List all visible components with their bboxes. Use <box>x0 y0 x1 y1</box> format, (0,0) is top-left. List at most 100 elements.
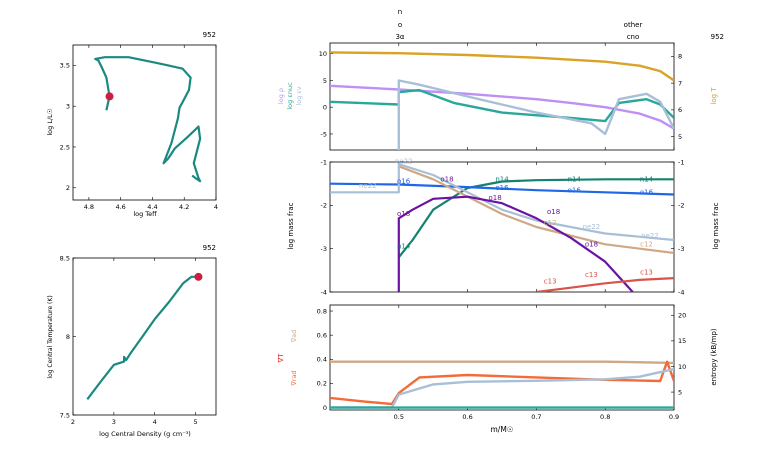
top-label-3alpha: 3α <box>395 33 404 41</box>
abundance-label-n14: n14 <box>397 243 411 251</box>
top-title-model: 952 <box>711 33 724 41</box>
hr-ylabel: log L/L☉ <box>46 108 54 135</box>
abundance-ytick-label: -2 <box>321 202 327 210</box>
gradient-ticks: 0.5 0.6 0.7 0.8 0.9 0 0.2 0.4 0.6 0.8 5 10 15 20 <box>317 305 686 421</box>
abundance-label-o16: o16 <box>568 186 582 194</box>
top-label-other: other <box>624 21 643 29</box>
gradient-xtick-label: 0.5 <box>394 413 404 421</box>
top-ylabel-logT: log T <box>710 87 718 105</box>
abundance-label-n14: n14 <box>640 176 654 184</box>
hr-diagram-panel: 952 log Teff log L/L☉ 4.8 4.6 4.4 4.2 4 2 2.5 3… <box>46 31 218 218</box>
hr-ytick-label: 3 <box>66 102 70 110</box>
gradient-xtick-label: 0.6 <box>462 413 472 421</box>
abundance-label-n14: n14 <box>568 176 582 184</box>
abundance-line-o16 <box>330 182 674 196</box>
abundance-ylabel: log mass frac <box>287 202 295 249</box>
gradient-ytick-label: 0.8 <box>317 307 327 315</box>
abundance-ytick-label-right: -4 <box>678 288 684 296</box>
abundance-label-ne22: ne22 <box>395 157 413 165</box>
top-frame <box>329 42 675 151</box>
hr-track-line <box>94 56 202 183</box>
abundance-line-c13 <box>536 277 674 292</box>
gradient-line <box>330 360 674 406</box>
rhot-ticks: 2 3 4 5 7.5 8 8.5 <box>60 254 198 426</box>
top-ytick-label-right: 5 <box>678 133 682 141</box>
gradient-frame <box>329 304 675 411</box>
top-ytick-label: -5 <box>321 130 327 138</box>
rhot-xtick-label: 2 <box>71 418 75 426</box>
rhot-xlabel: log Central Density (g cm⁻³) <box>99 430 191 438</box>
abundance-ytick-label-right: -2 <box>678 202 684 210</box>
hr-ticks: 4.8 4.6 4.4 4.2 4 2 2.5 3 3.5 <box>60 45 218 211</box>
abundance-line-n14 <box>397 178 674 258</box>
top-series-line <box>330 51 674 82</box>
gradient-line <box>330 360 674 365</box>
top-title-n: n <box>398 8 402 16</box>
rhot-xtick-label: 3 <box>112 418 116 426</box>
hr-title: 952 <box>203 31 216 39</box>
abundance-label-o18: o18 <box>440 176 453 184</box>
abundance-line-ne22 <box>330 163 674 242</box>
rhot-current-marker <box>194 272 203 281</box>
abundance-label-n14: n14 <box>495 176 509 184</box>
hr-ytick-label: 2.5 <box>60 143 70 151</box>
rhot-track-line <box>86 275 198 400</box>
abundance-ytick-label: -1 <box>321 158 327 166</box>
top-ytick-label-right: 6 <box>678 106 682 114</box>
abundance-label-o18: o18 <box>547 208 560 216</box>
top-ytick-label-right: 7 <box>678 79 682 87</box>
top-ylabel-rho: log ρ <box>277 88 285 104</box>
gradient-ytick-label: 0.2 <box>317 380 327 388</box>
hr-xtick-label: 4.4 <box>147 203 157 211</box>
abundance-label-ne22: ne22 <box>359 182 377 190</box>
hr-ytick-label: 2 <box>66 184 70 192</box>
rhot-ytick-label: 8 <box>66 333 70 341</box>
abundance-frame <box>329 161 675 293</box>
abundance-ticks: -4 -3 -2 -1 -4 -3 -2 -1 <box>321 158 685 296</box>
abundance-ytick-label-right: -3 <box>678 245 684 253</box>
top-series-line <box>397 79 674 150</box>
abundance-label-o16: o16 <box>495 184 509 192</box>
top-series <box>330 51 674 150</box>
abundance-label-c13: c13 <box>544 277 557 285</box>
hr-xlabel: log Teff <box>133 210 157 218</box>
abundance-ytick-label: -3 <box>321 245 327 253</box>
abundance-label-o18: o18 <box>585 241 598 249</box>
abundance-ytick-label-right: -1 <box>678 158 684 166</box>
top-ticks: -5 0 5 10 5 6 7 8 <box>319 43 682 150</box>
gradient-series <box>330 360 674 409</box>
grad-ylabel-ad: ∇ad <box>290 330 298 343</box>
top-label-o: o <box>398 21 402 29</box>
hr-current-marker <box>105 92 114 101</box>
hr-ytick-label: 3.5 <box>60 62 70 70</box>
gradient-ytick-label-right: 20 <box>678 312 686 320</box>
gradient-ytick-label-right: 15 <box>678 337 686 345</box>
top-series-line <box>330 84 674 130</box>
hr-frame <box>72 44 217 201</box>
top-ylabel-epsnuc: log εnuc <box>286 82 294 110</box>
abundance-label-o18: o18 <box>489 194 502 202</box>
top-ytick-label: 0 <box>323 104 327 112</box>
top-ytick-label-right: 8 <box>678 53 682 61</box>
hr-xtick-label: 4.8 <box>84 203 94 211</box>
gradient-ytick-label: 0 <box>323 404 327 412</box>
abundance-label-ne22: ne22 <box>641 232 659 240</box>
top-ytick-label: 10 <box>319 50 327 58</box>
rhot-title: 952 <box>203 244 216 252</box>
abundance-label-c12: c12 <box>544 219 557 227</box>
abundance-label-o16: o16 <box>640 189 654 197</box>
abundance-label-c13: c13 <box>585 271 598 279</box>
gradient-ytick-label: 0.6 <box>317 331 327 339</box>
gradient-ytick-label-right: 5 <box>678 388 682 396</box>
top-label-cno: cno <box>627 33 640 41</box>
gradient-xtick-label: 0.7 <box>531 413 541 421</box>
gradient-xtick-label: 0.9 <box>669 413 679 421</box>
abundance-ylabel-right: log mass frac <box>712 202 720 249</box>
rhot-xtick-label: 4 <box>153 418 157 426</box>
abundance-label-o18: o18 <box>397 210 410 218</box>
abundance-line-o18 <box>397 195 634 292</box>
hr-xtick-label: 4.6 <box>115 203 125 211</box>
